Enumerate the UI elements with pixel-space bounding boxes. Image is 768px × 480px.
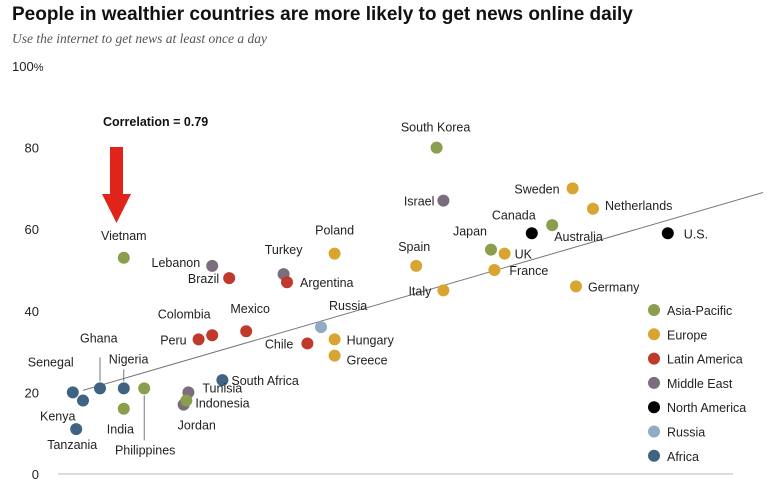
data-label: Canada — [492, 208, 536, 222]
data-label: Kenya — [40, 410, 75, 424]
data-label: U.S. — [684, 227, 708, 241]
data-point — [498, 247, 511, 260]
y-tick-label: 80 — [25, 141, 39, 156]
chart-subtitle: Use the internet to get news at least on… — [12, 31, 267, 46]
data-point — [117, 251, 130, 264]
data-label: Nigeria — [109, 352, 149, 366]
data-point — [206, 329, 219, 342]
legend-swatch — [648, 352, 660, 365]
data-label: South Korea — [401, 121, 471, 135]
data-label: Peru — [160, 333, 186, 347]
y-tick-label: 20 — [25, 385, 39, 400]
highlight-arrow-shaft — [110, 147, 123, 195]
data-point — [437, 284, 450, 297]
data-point — [315, 321, 327, 334]
data-label: Senegal — [28, 355, 74, 369]
y-unit-label: % — [34, 62, 44, 74]
data-point — [430, 141, 443, 154]
data-label: Mexico — [230, 302, 270, 316]
data-label: Spain — [398, 240, 430, 254]
data-point — [328, 247, 341, 260]
legend-swatch — [648, 401, 660, 414]
data-label: Greece — [347, 354, 388, 368]
legend-swatch — [648, 304, 660, 316]
legend-label: Europe — [667, 328, 707, 342]
data-point — [485, 243, 497, 256]
data-label: South Africa — [231, 374, 298, 388]
data-point — [240, 325, 253, 338]
trendline — [82, 191, 764, 391]
data-label: Russia — [329, 299, 367, 313]
data-label: India — [107, 423, 134, 437]
data-point — [570, 280, 582, 293]
data-label: Italy — [408, 284, 432, 298]
data-label: Lebanon — [152, 256, 201, 270]
data-point — [328, 333, 341, 346]
data-label: Vietnam — [101, 229, 147, 243]
legend-label: Latin America — [667, 353, 743, 367]
legend-label: Africa — [667, 450, 699, 464]
data-label: Tunisia — [202, 381, 242, 395]
correlation-annotation: Correlation = 0.79 — [103, 115, 208, 129]
data-point — [138, 382, 151, 395]
data-point — [70, 423, 83, 436]
data-point — [437, 194, 450, 207]
legend-label: Asia-Pacific — [667, 304, 732, 318]
legend-label: North America — [667, 401, 746, 415]
data-point — [66, 386, 79, 399]
data-label: Philippines — [115, 443, 175, 457]
data-label: Colombia — [158, 307, 211, 321]
data-point — [661, 227, 674, 240]
data-label: Tanzania — [47, 438, 97, 452]
legend-swatch — [648, 328, 660, 341]
data-label: Sweden — [514, 182, 559, 196]
data-label: Argentina — [300, 276, 354, 290]
data-point — [587, 202, 599, 215]
data-label: France — [509, 264, 548, 278]
data-label: Germany — [588, 280, 640, 294]
data-label: Chile — [265, 337, 294, 351]
data-point — [223, 272, 236, 285]
data-point — [216, 374, 229, 387]
data-point — [117, 382, 130, 395]
legend-label: Russia — [667, 426, 705, 440]
data-point — [94, 382, 106, 395]
legend-swatch — [648, 376, 660, 389]
data-point — [525, 227, 538, 240]
data-point — [192, 333, 205, 346]
data-label: Australia — [554, 230, 603, 244]
data-point — [180, 394, 193, 407]
y-tick-label: 40 — [25, 304, 39, 319]
legend-swatch — [648, 425, 660, 438]
legend-swatch — [648, 449, 660, 462]
data-point — [488, 264, 501, 276]
highlight-arrow-head — [102, 194, 131, 223]
data-label: Poland — [315, 224, 354, 238]
data-label: Jordan — [178, 419, 216, 433]
data-label: Turkey — [265, 243, 303, 257]
legend-label: Middle East — [667, 377, 733, 391]
y-tick-label: 100% — [12, 59, 44, 74]
data-label: Indonesia — [195, 397, 249, 411]
data-point — [281, 276, 293, 289]
y-tick-label: 0 — [32, 467, 39, 480]
chart-title: People in wealthier countries are more l… — [12, 4, 633, 25]
data-point — [117, 402, 130, 415]
y-tick-label: 60 — [25, 222, 39, 237]
data-point — [77, 394, 89, 407]
data-point — [566, 182, 579, 195]
data-point — [301, 337, 314, 350]
data-point — [206, 259, 219, 272]
data-label: Brazil — [188, 272, 219, 286]
data-label: Israel — [404, 195, 435, 209]
data-label: Hungary — [347, 333, 395, 347]
data-point — [410, 259, 423, 272]
data-label: Ghana — [80, 331, 118, 345]
data-point — [546, 219, 559, 232]
data-label: Japan — [453, 225, 487, 239]
data-point — [328, 349, 341, 362]
data-label: Netherlands — [605, 199, 672, 213]
data-label: UK — [515, 248, 533, 262]
